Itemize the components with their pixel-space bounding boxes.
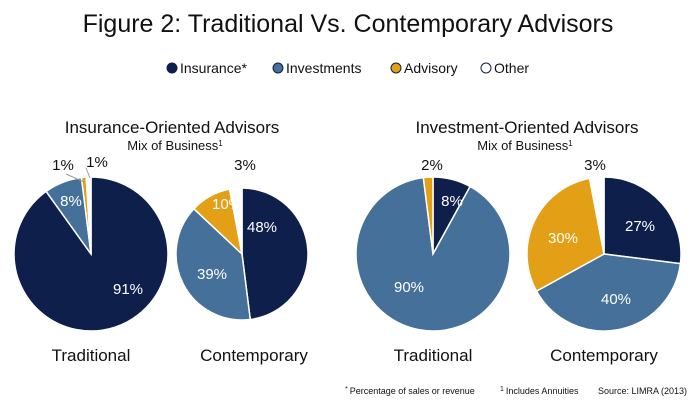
slice-label-insurance: 48%: [247, 219, 277, 236]
subtitle-mark: 1: [218, 139, 223, 148]
pie-slice-insurance: [241, 187, 309, 321]
slice-label-advisory: 10%: [212, 196, 242, 213]
pie-insurance-oriented-advisors-contemporary: 48% 39% 10% 3% Contemporary: [175, 157, 309, 365]
slice-label-insurance: 8%: [441, 193, 463, 210]
pie-slice-other: [588, 176, 605, 255]
leader-line: [65, 173, 85, 183]
pie-slice-advisory: [422, 176, 434, 255]
footnote-text: Source: LIMRA (2013): [598, 386, 687, 396]
footnote: Source: LIMRA (2013): [598, 386, 687, 396]
legend-label: Other: [494, 60, 529, 76]
footnote-text: Percentage of sales or revenue: [350, 386, 475, 396]
slice-label-advisory: 2%: [421, 157, 443, 174]
footnote-mark: *: [345, 386, 348, 393]
legend-label: Investments: [286, 60, 361, 76]
slice-label-other: 1%: [86, 154, 108, 171]
pie-slice-investments: [535, 253, 682, 332]
slice-label-investments: 39%: [197, 266, 227, 283]
legend-item-insurance: Insurance*: [166, 60, 247, 76]
slice-label-advisory: 1%: [52, 157, 74, 174]
slice-label-advisory: 30%: [548, 230, 578, 247]
legend-item-advisory: Advisory: [390, 60, 458, 76]
legend-label: Advisory: [404, 60, 458, 76]
legend-item-other: Other: [480, 60, 529, 76]
pie-investment-oriented-advisors-contemporary: 27% 40% 30% 3% Contemporary: [526, 157, 682, 365]
pie-investment-oriented-advisors-traditional: 8% 90% 2% Traditional: [355, 157, 511, 365]
legend-swatch: [390, 62, 402, 74]
footnote: * Percentage of sales or revenue: [345, 386, 475, 397]
pie-caption: Traditional: [52, 346, 131, 365]
leader-line: [85, 167, 91, 179]
subtitle-mark: 1: [568, 139, 573, 148]
pie-caption: Contemporary: [550, 346, 658, 365]
slice-label-insurance: 27%: [625, 218, 655, 235]
legend-swatch: [166, 62, 178, 74]
slice-label-other: 3%: [584, 157, 606, 174]
pie-caption: Contemporary: [200, 346, 308, 365]
pie-caption: Traditional: [394, 346, 473, 365]
pie-slice-investments: [175, 207, 252, 321]
legend-swatch: [272, 62, 284, 74]
slice-label-investments: 8%: [60, 193, 82, 210]
pie-slice-investments: [355, 176, 511, 332]
pie-slice-other: [228, 187, 243, 255]
slice-label-investments: 90%: [394, 279, 424, 296]
legend-swatch: [480, 62, 492, 74]
slice-label-other: 3%: [234, 157, 256, 174]
slice-label-insurance: 91%: [113, 281, 143, 298]
pie-slice-advisory: [526, 177, 605, 293]
pie-slice-insurance: [603, 176, 682, 265]
chart-title: Figure 2: Traditional Vs. Contemporary A…: [83, 10, 614, 38]
footnote-text: Includes Annuities: [506, 386, 579, 396]
footnote: 1 Includes Annuities: [500, 386, 579, 397]
footnotes: * Percentage of sales or revenue 1 Includes…: [345, 386, 687, 397]
group-title: Investment-Oriented Advisors: [416, 118, 639, 137]
footnote-mark: 1: [500, 386, 504, 393]
legend-label: Insurance*: [180, 60, 247, 76]
legend-item-investments: Investments: [272, 60, 361, 76]
legend: Insurance* Investments Advisory Other: [166, 60, 529, 76]
group-title: Insurance-Oriented Advisors: [65, 118, 280, 137]
group-subtitle: Mix of Business1: [477, 138, 573, 153]
group-subtitle: Mix of Business1: [127, 138, 223, 153]
pie-insurance-oriented-advisors-traditional: 91% 8% 1% 1% Traditional: [13, 154, 169, 365]
slice-label-investments: 40%: [601, 291, 631, 308]
pie-slice-other: [85, 176, 92, 255]
